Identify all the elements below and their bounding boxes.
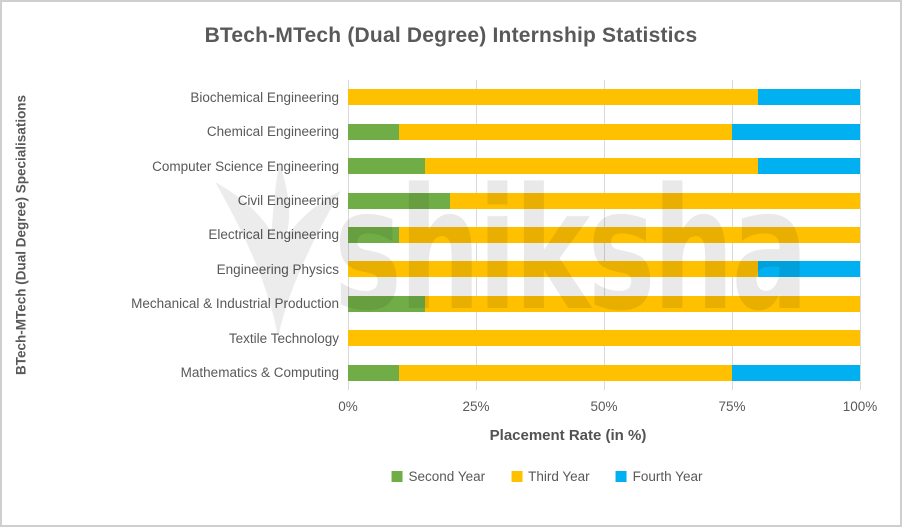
bar-track — [348, 364, 860, 381]
category-label: Engineering Physics — [216, 261, 339, 277]
bar-segment-third-year — [399, 123, 732, 140]
category-label: Mechanical & Industrial Production — [131, 296, 339, 312]
bar-segment-third-year — [399, 364, 732, 381]
bar-track — [348, 123, 860, 140]
bar-row: Electrical Engineering — [208, 218, 860, 252]
bar-segment-second-year — [348, 123, 400, 140]
bar-row: Mechanical & Industrial Production — [131, 287, 860, 321]
bar-segment-fourth-year — [757, 89, 860, 106]
second-year-swatch-icon — [391, 471, 403, 482]
x-tick-label: 100% — [842, 399, 878, 414]
bar-track — [348, 295, 860, 312]
bar-segment-fourth-year — [757, 158, 860, 175]
legend-item-fourth-year: Fourth Year — [615, 469, 703, 484]
bar-segment-second-year — [348, 295, 425, 312]
legend: Second Year Third Year Fourth Year — [391, 469, 703, 484]
x-tick-label: 75% — [718, 399, 746, 414]
chart-title: BTech-MTech (Dual Degree) Internship Sta… — [204, 24, 698, 47]
bar-segment-fourth-year — [731, 364, 860, 381]
bar-segment-third-year — [424, 295, 860, 312]
plot-area: Biochemical Engineering Chemical Engineer… — [131, 80, 877, 414]
bar-track — [348, 158, 860, 175]
category-label: Electrical Engineering — [208, 227, 339, 243]
bar-row: Computer Science Engineering — [152, 149, 860, 183]
bar-track — [348, 89, 860, 106]
bar-row: Biochemical Engineering — [190, 80, 860, 114]
bar-segment-second-year — [348, 158, 425, 175]
category-label: Biochemical Engineering — [190, 89, 339, 105]
legend-label: Fourth Year — [632, 469, 703, 484]
bar-segment-fourth-year — [757, 261, 860, 278]
bar-row: Civil Engineering — [238, 183, 860, 217]
category-label: Chemical Engineering — [206, 124, 339, 140]
y-axis-title: BTech-MTech (Dual Degree) Specialisation… — [13, 94, 29, 376]
shiksha-logo-icon — [215, 162, 341, 338]
bar-segment-third-year — [450, 192, 860, 209]
bar-segment-second-year — [348, 364, 400, 381]
x-axis-title: Placement Rate (in %) — [489, 427, 647, 444]
bar-segment-third-year — [348, 89, 758, 106]
bar-segment-second-year — [348, 226, 400, 243]
bar-track — [348, 261, 860, 278]
bar-track — [348, 226, 860, 243]
third-year-swatch-icon — [511, 471, 523, 482]
bar-row: Chemical Engineering — [207, 114, 860, 148]
bar-segment-third-year — [399, 226, 860, 243]
category-label: Computer Science Engineering — [152, 158, 339, 174]
gridline — [860, 80, 861, 390]
bar-segment-fourth-year — [731, 123, 860, 140]
bar-track — [348, 330, 860, 347]
category-label: Mathematics & Computing — [180, 365, 339, 381]
bar-segment-third-year — [424, 158, 758, 175]
bar-rows: Biochemical Engineering Chemical Engineer… — [131, 80, 860, 390]
bar-row: Engineering Physics — [217, 252, 860, 286]
x-tick-label: 25% — [462, 399, 490, 414]
category-label: Textile Technology — [228, 330, 339, 346]
legend-label: Third Year — [528, 469, 590, 484]
category-label: Civil Engineering — [237, 193, 339, 209]
bar-row: Mathematics & Computing — [181, 356, 860, 390]
x-tick-label: 50% — [590, 399, 618, 414]
bar-track — [348, 192, 860, 209]
legend-item-third-year: Third Year — [511, 469, 590, 484]
x-tick-label: 0% — [338, 399, 358, 414]
bar-row: Textile Technology — [229, 321, 860, 355]
fourth-year-swatch-icon — [615, 471, 627, 482]
bar-segment-second-year — [348, 192, 451, 209]
bar-segment-third-year — [348, 330, 860, 347]
bar-segment-third-year — [348, 261, 758, 278]
legend-item-second-year: Second Year — [391, 469, 486, 484]
legend-label: Second Year — [408, 469, 486, 484]
